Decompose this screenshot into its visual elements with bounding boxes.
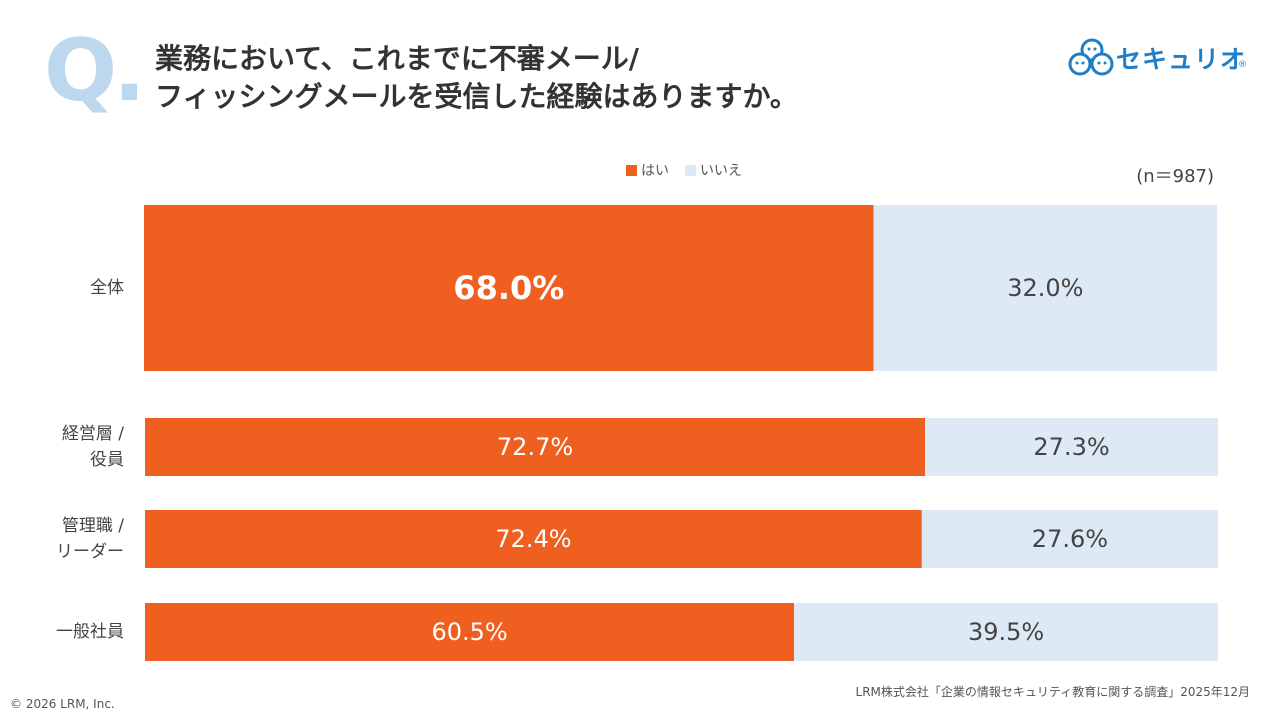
chart-legend: はい いいえ	[626, 160, 758, 180]
data-label-yes-3: 60.5%	[431, 618, 507, 646]
data-label-yes-1: 72.7%	[497, 433, 573, 461]
data-label-yes-0: 68.0%	[453, 269, 564, 307]
bar-yes-0	[144, 205, 874, 371]
bar-no-1	[925, 418, 1218, 476]
legend-item-no: いいえ	[685, 160, 742, 180]
bar-yes-2	[145, 510, 922, 568]
legend-label-yes: はい	[641, 163, 669, 179]
logo-text: セキュリオ	[1116, 45, 1247, 74]
logo-mascot-icon	[1068, 38, 1114, 76]
secureo-logo: セキュリオ ®	[1068, 36, 1248, 80]
category-label-3-0: 一般社員	[56, 622, 124, 642]
logo-registered-mark: ®	[1238, 60, 1247, 70]
bar-no-0	[873, 205, 1217, 371]
bar-yes-1	[145, 418, 926, 476]
title-line-2: フィッシングメールを受信した経験はありますか。	[155, 80, 798, 113]
copyright: © 2026 LRM, Inc.	[10, 697, 115, 711]
legend-swatch-no	[685, 164, 696, 176]
data-label-no-3: 39.5%	[968, 618, 1044, 646]
data-label-no-2: 27.6%	[1032, 525, 1108, 553]
data-label-no-1: 27.3%	[1033, 433, 1109, 461]
category-label-1-0: 経営層 /	[62, 424, 124, 444]
category-label-0-0: 全体	[90, 278, 124, 298]
legend-swatch-yes	[626, 164, 637, 176]
source-note: LRM株式会社「企業の情報セキュリティ教育に関する調査」2025年12月	[855, 685, 1250, 699]
bar-yes-3	[145, 603, 795, 661]
bar-no-3	[794, 603, 1218, 661]
category-label-2-1: リーダー	[56, 542, 124, 562]
legend-label-no: いいえ	[700, 163, 742, 179]
category-label-2-0: 管理職 /	[62, 516, 124, 536]
page-title: 業務において、これまでに不審メール/ フィッシングメールを受信した経験はあります…	[155, 40, 798, 116]
category-label-1-1: 役員	[90, 450, 124, 470]
title-line-1: 業務において、これまでに不審メール/	[155, 42, 639, 75]
legend-item-yes: はい	[626, 160, 669, 180]
bar-no-2	[921, 510, 1218, 568]
sample-size: (n＝987)	[1136, 166, 1214, 187]
question-mark: Q.	[44, 21, 146, 121]
data-label-yes-2: 72.4%	[495, 525, 571, 553]
data-label-no-0: 32.0%	[1007, 274, 1083, 302]
